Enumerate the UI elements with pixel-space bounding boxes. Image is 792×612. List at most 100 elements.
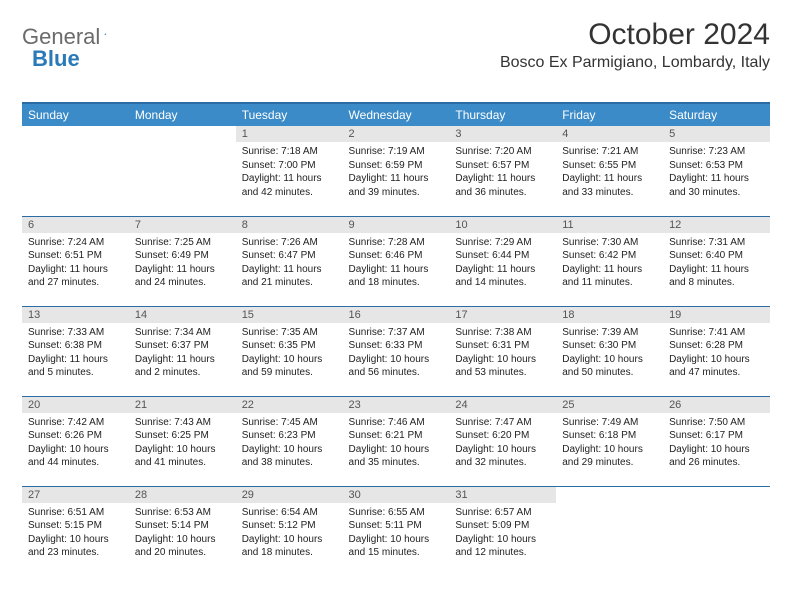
calendar-cell: 21Sunrise: 7:43 AMSunset: 6:25 PMDayligh… xyxy=(129,396,236,486)
day-details: Sunrise: 7:35 AMSunset: 6:35 PMDaylight:… xyxy=(236,323,343,383)
calendar-cell: 27Sunrise: 6:51 AMSunset: 5:15 PMDayligh… xyxy=(22,486,129,576)
logo-triangle-icon xyxy=(104,25,107,43)
daylight-text: Daylight: 11 hours and 5 minutes. xyxy=(28,353,123,380)
daylight-text: Daylight: 11 hours and 24 minutes. xyxy=(135,263,230,290)
day-number: 25 xyxy=(556,397,663,413)
day-number: 5 xyxy=(663,126,770,142)
day-number: 31 xyxy=(449,487,556,503)
day-details: Sunrise: 7:30 AMSunset: 6:42 PMDaylight:… xyxy=(556,233,663,293)
daylight-text: Daylight: 10 hours and 20 minutes. xyxy=(135,533,230,560)
calendar-week: 1Sunrise: 7:18 AMSunset: 7:00 PMDaylight… xyxy=(22,126,770,216)
day-details: Sunrise: 6:53 AMSunset: 5:14 PMDaylight:… xyxy=(129,503,236,563)
month-title: October 2024 xyxy=(500,18,770,52)
day-number: 22 xyxy=(236,397,343,413)
weekday-header: Tuesday xyxy=(236,103,343,126)
calendar-cell: 17Sunrise: 7:38 AMSunset: 6:31 PMDayligh… xyxy=(449,306,556,396)
sunrise-text: Sunrise: 7:46 AM xyxy=(349,416,444,430)
day-details: Sunrise: 6:55 AMSunset: 5:11 PMDaylight:… xyxy=(343,503,450,563)
sunrise-text: Sunrise: 7:37 AM xyxy=(349,326,444,340)
calendar-cell: 15Sunrise: 7:35 AMSunset: 6:35 PMDayligh… xyxy=(236,306,343,396)
sunrise-text: Sunrise: 6:55 AM xyxy=(349,506,444,520)
calendar-cell: 23Sunrise: 7:46 AMSunset: 6:21 PMDayligh… xyxy=(343,396,450,486)
calendar-cell xyxy=(556,486,663,576)
sunrise-text: Sunrise: 7:42 AM xyxy=(28,416,123,430)
day-number: 4 xyxy=(556,126,663,142)
sunset-text: Sunset: 6:49 PM xyxy=(135,249,230,263)
day-number: 15 xyxy=(236,307,343,323)
day-details: Sunrise: 7:46 AMSunset: 6:21 PMDaylight:… xyxy=(343,413,450,473)
day-details: Sunrise: 7:47 AMSunset: 6:20 PMDaylight:… xyxy=(449,413,556,473)
sunrise-text: Sunrise: 7:31 AM xyxy=(669,236,764,250)
sunset-text: Sunset: 5:14 PM xyxy=(135,519,230,533)
sunrise-text: Sunrise: 7:21 AM xyxy=(562,145,657,159)
day-number: 29 xyxy=(236,487,343,503)
day-number: 16 xyxy=(343,307,450,323)
sunset-text: Sunset: 6:25 PM xyxy=(135,429,230,443)
day-number: 8 xyxy=(236,217,343,233)
sunset-text: Sunset: 6:17 PM xyxy=(669,429,764,443)
sunrise-text: Sunrise: 7:28 AM xyxy=(349,236,444,250)
sunrise-text: Sunrise: 7:26 AM xyxy=(242,236,337,250)
daylight-text: Daylight: 11 hours and 21 minutes. xyxy=(242,263,337,290)
daylight-text: Daylight: 10 hours and 26 minutes. xyxy=(669,443,764,470)
day-details: Sunrise: 7:39 AMSunset: 6:30 PMDaylight:… xyxy=(556,323,663,383)
weekday-header: Friday xyxy=(556,103,663,126)
sunrise-text: Sunrise: 7:25 AM xyxy=(135,236,230,250)
day-details: Sunrise: 7:20 AMSunset: 6:57 PMDaylight:… xyxy=(449,142,556,202)
sunset-text: Sunset: 5:12 PM xyxy=(242,519,337,533)
day-number: 9 xyxy=(343,217,450,233)
weekday-header: Thursday xyxy=(449,103,556,126)
calendar-table: Sunday Monday Tuesday Wednesday Thursday… xyxy=(22,102,770,576)
calendar-week: 20Sunrise: 7:42 AMSunset: 6:26 PMDayligh… xyxy=(22,396,770,486)
day-number: 30 xyxy=(343,487,450,503)
day-details: Sunrise: 7:29 AMSunset: 6:44 PMDaylight:… xyxy=(449,233,556,293)
sunrise-text: Sunrise: 6:51 AM xyxy=(28,506,123,520)
day-number: 2 xyxy=(343,126,450,142)
daylight-text: Daylight: 11 hours and 27 minutes. xyxy=(28,263,123,290)
sunrise-text: Sunrise: 7:24 AM xyxy=(28,236,123,250)
day-details: Sunrise: 6:57 AMSunset: 5:09 PMDaylight:… xyxy=(449,503,556,563)
day-details: Sunrise: 7:45 AMSunset: 6:23 PMDaylight:… xyxy=(236,413,343,473)
sunrise-text: Sunrise: 7:29 AM xyxy=(455,236,550,250)
calendar-cell xyxy=(663,486,770,576)
day-number: 12 xyxy=(663,217,770,233)
day-number: 17 xyxy=(449,307,556,323)
calendar-cell: 1Sunrise: 7:18 AMSunset: 7:00 PMDaylight… xyxy=(236,126,343,216)
sunset-text: Sunset: 6:42 PM xyxy=(562,249,657,263)
day-number: 21 xyxy=(129,397,236,413)
sunrise-text: Sunrise: 6:57 AM xyxy=(455,506,550,520)
weekday-header: Wednesday xyxy=(343,103,450,126)
day-number: 1 xyxy=(236,126,343,142)
daylight-text: Daylight: 10 hours and 23 minutes. xyxy=(28,533,123,560)
sunset-text: Sunset: 6:33 PM xyxy=(349,339,444,353)
sunrise-text: Sunrise: 6:53 AM xyxy=(135,506,230,520)
sunset-text: Sunset: 6:47 PM xyxy=(242,249,337,263)
sunrise-text: Sunrise: 7:41 AM xyxy=(669,326,764,340)
daylight-text: Daylight: 10 hours and 29 minutes. xyxy=(562,443,657,470)
day-number: 7 xyxy=(129,217,236,233)
sunrise-text: Sunrise: 7:45 AM xyxy=(242,416,337,430)
calendar-cell: 11Sunrise: 7:30 AMSunset: 6:42 PMDayligh… xyxy=(556,216,663,306)
calendar-cell: 31Sunrise: 6:57 AMSunset: 5:09 PMDayligh… xyxy=(449,486,556,576)
day-number: 26 xyxy=(663,397,770,413)
sunset-text: Sunset: 6:30 PM xyxy=(562,339,657,353)
daylight-text: Daylight: 11 hours and 42 minutes. xyxy=(242,172,337,199)
daylight-text: Daylight: 10 hours and 44 minutes. xyxy=(28,443,123,470)
sunrise-text: Sunrise: 7:30 AM xyxy=(562,236,657,250)
calendar-cell: 25Sunrise: 7:49 AMSunset: 6:18 PMDayligh… xyxy=(556,396,663,486)
day-number: 24 xyxy=(449,397,556,413)
day-details: Sunrise: 7:49 AMSunset: 6:18 PMDaylight:… xyxy=(556,413,663,473)
calendar-cell: 8 Sunrise: 7:26 AMSunset: 6:47 PMDaylight… xyxy=(236,216,343,306)
calendar-cell: 7Sunrise: 7:25 AMSunset: 6:49 PMDaylight… xyxy=(129,216,236,306)
day-details: Sunrise: 7:34 AMSunset: 6:37 PMDaylight:… xyxy=(129,323,236,383)
calendar-cell: 26Sunrise: 7:50 AMSunset: 6:17 PMDayligh… xyxy=(663,396,770,486)
sunrise-text: Sunrise: 7:33 AM xyxy=(28,326,123,340)
sunrise-text: Sunrise: 7:39 AM xyxy=(562,326,657,340)
daylight-text: Daylight: 10 hours and 32 minutes. xyxy=(455,443,550,470)
sunset-text: Sunset: 6:44 PM xyxy=(455,249,550,263)
day-details: Sunrise: 7:25 AMSunset: 6:49 PMDaylight:… xyxy=(129,233,236,293)
sunset-text: Sunset: 5:09 PM xyxy=(455,519,550,533)
sunset-text: Sunset: 6:40 PM xyxy=(669,249,764,263)
day-number: 3 xyxy=(449,126,556,142)
daylight-text: Daylight: 10 hours and 18 minutes. xyxy=(242,533,337,560)
